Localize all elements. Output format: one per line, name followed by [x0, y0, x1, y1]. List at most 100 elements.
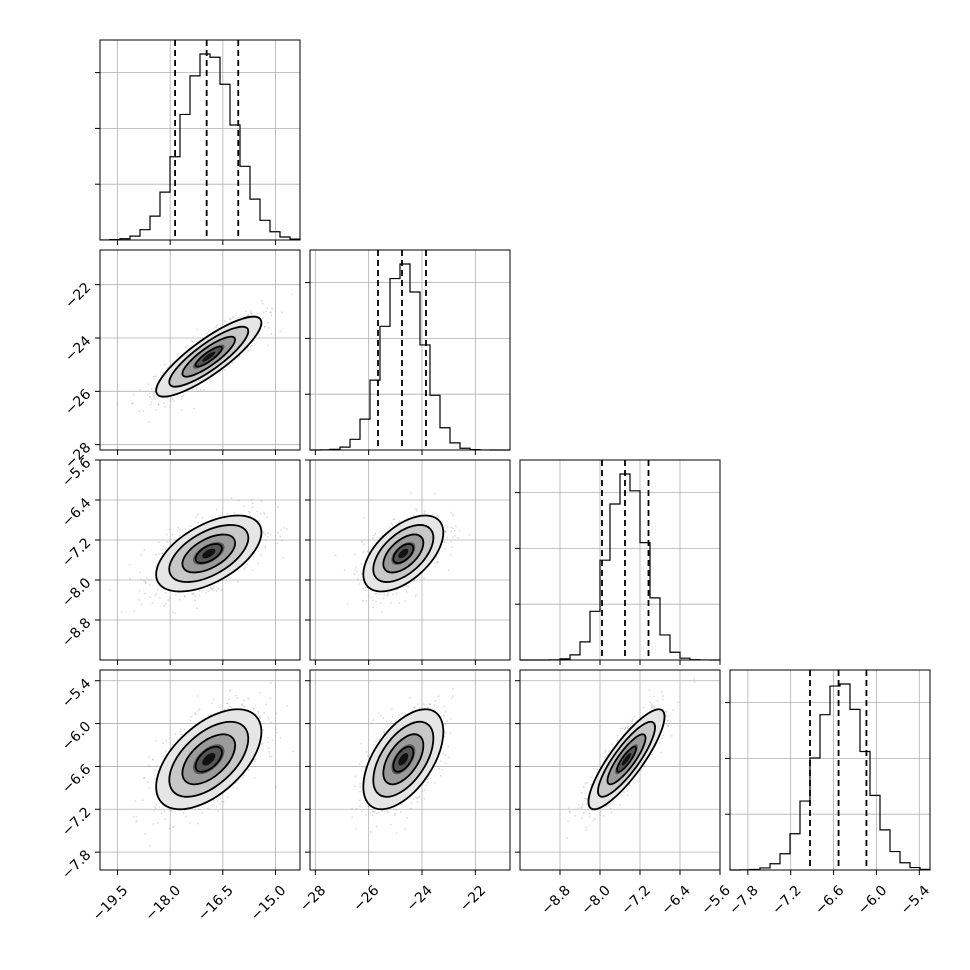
sample-point [215, 589, 218, 592]
sample-point [362, 551, 365, 554]
sample-point [172, 399, 175, 402]
sample-point [453, 529, 456, 532]
sample-point [116, 402, 119, 405]
sample-point [375, 740, 377, 743]
sample-point [166, 367, 168, 370]
sample-point [669, 720, 671, 723]
sample-point [154, 375, 157, 378]
sample-point [354, 568, 357, 571]
sample-point [365, 600, 368, 602]
sample-point [453, 535, 456, 537]
sample-point [392, 518, 395, 521]
sample-point [166, 397, 169, 399]
sample-point [165, 533, 168, 536]
sample-point [455, 525, 457, 528]
contour-line [382, 533, 425, 574]
sample-point [251, 502, 254, 505]
sample-point [243, 568, 246, 570]
sample-point [192, 592, 195, 595]
sample-point [412, 798, 415, 801]
sample-point [258, 519, 260, 522]
sample-point [383, 593, 386, 596]
sample-point [154, 553, 157, 556]
sample-point [392, 593, 394, 596]
contour-line [194, 345, 223, 368]
sample-point [291, 750, 294, 753]
sample-point [450, 717, 452, 720]
sample-point [267, 532, 270, 534]
sample-point [440, 760, 442, 763]
sample-point [434, 562, 436, 565]
sample-point [178, 598, 181, 601]
sample-point [268, 750, 271, 753]
sample-point [394, 812, 397, 815]
sample-point [201, 589, 204, 592]
sample-point [195, 386, 198, 389]
sample-point [354, 566, 357, 568]
sample-point [174, 593, 177, 596]
sample-point [436, 561, 438, 563]
sample-point [196, 822, 199, 825]
sample-point [650, 703, 653, 706]
sample-point [282, 557, 285, 560]
sample-point [353, 573, 356, 576]
sample-point [452, 514, 455, 517]
sample-point [418, 795, 421, 798]
sample-point [446, 526, 449, 528]
sample-point [148, 421, 151, 423]
contour-line [392, 543, 415, 564]
sample-point [197, 521, 200, 524]
sample-point [354, 785, 356, 788]
sample-point [194, 599, 196, 602]
sample-point [381, 611, 384, 614]
sample-point [237, 580, 239, 583]
sample-point [153, 778, 156, 780]
sample-point [163, 810, 166, 813]
sample-point [250, 312, 253, 315]
sample-point [108, 589, 111, 592]
sample-point [382, 730, 385, 733]
histogram-0 [99, 53, 301, 241]
sample-point [371, 810, 374, 813]
sample-point [276, 542, 279, 545]
sample-point [202, 389, 205, 391]
sample-point [226, 702, 229, 705]
sample-point [370, 831, 372, 833]
sample-point [161, 552, 163, 555]
sample-point [386, 595, 388, 597]
sample-point [146, 781, 149, 783]
sample-point [150, 401, 153, 404]
sample-point [230, 706, 232, 709]
sample-point [206, 332, 209, 335]
sample-point [377, 812, 380, 814]
sample-point [152, 395, 155, 397]
sample-point [257, 561, 259, 564]
sample-point [155, 803, 158, 806]
sample-point [444, 547, 447, 550]
sample-point [229, 317, 231, 320]
sample-point [135, 820, 138, 823]
sample-point [169, 400, 172, 403]
sample-point [226, 702, 228, 705]
sample-point [156, 822, 159, 824]
sample-point [152, 392, 155, 395]
sample-point [256, 312, 259, 315]
sample-point [660, 691, 663, 693]
sample-point [149, 395, 151, 398]
sample-point [229, 318, 232, 321]
sample-point [151, 602, 154, 605]
sample-point [358, 799, 361, 802]
panel-frame [99, 39, 301, 241]
sample-point [143, 776, 146, 779]
sample-point [426, 781, 429, 784]
sample-point [221, 588, 223, 591]
scatter-panel-3-0 [95, 669, 301, 875]
sample-point [201, 811, 204, 814]
sample-point [367, 550, 370, 553]
sample-point [197, 808, 200, 811]
sample-point [267, 741, 269, 744]
hist-panel-1 [305, 249, 511, 455]
sample-point [253, 552, 256, 555]
sample-point [267, 736, 270, 739]
sample-point [157, 553, 160, 556]
